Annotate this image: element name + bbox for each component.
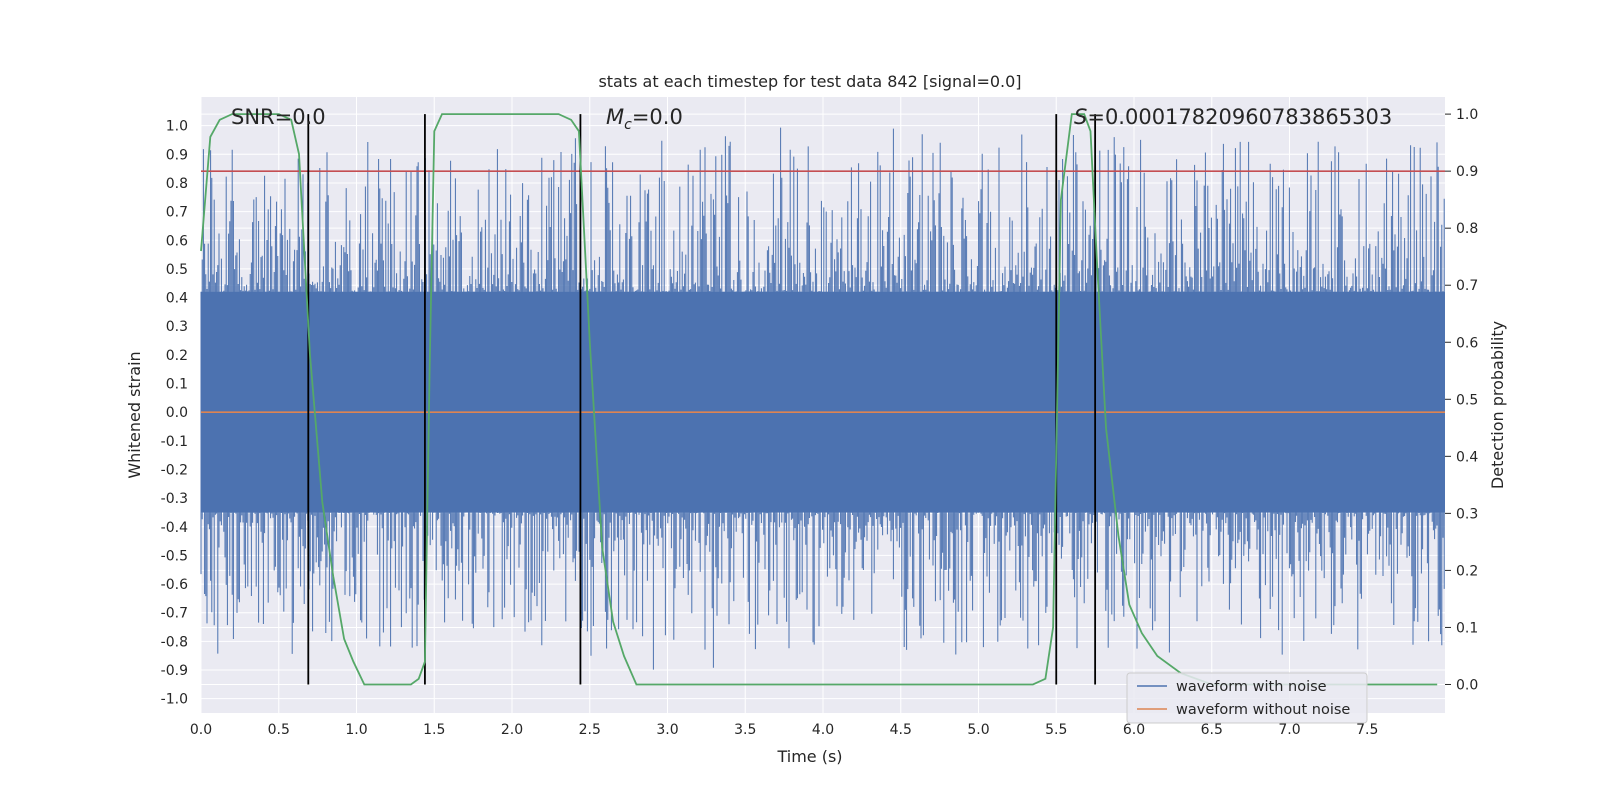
legend: waveform with noise waveform without noi… [1126,672,1368,724]
y-left-tick-label: -0.2 [161,462,188,478]
x-axis-label: Time (s) [776,747,842,766]
y-left-tick-label: -0.7 [161,606,188,622]
y-left-tick-label: -0.3 [161,491,188,507]
y-right-tick-label: 0.2 [1456,563,1478,579]
x-tick-label: 5.0 [967,722,989,738]
y-left-tick-label: 0.6 [166,233,188,249]
y-left-tick-label: 0.8 [166,176,188,192]
x-tick-label: 4.0 [812,722,834,738]
y-left-tick-label: 0.3 [166,319,188,335]
y-left-tick-label: 0.1 [166,377,188,393]
y-left-tick-label: -0.5 [161,548,188,564]
y-right-tick-label: 0.4 [1456,449,1478,465]
waveform-with-noise-series [200,127,1445,670]
y-right-tick-label: 0.6 [1456,335,1478,351]
y-left-axis-ticks: -1.0 -0.9 -0.8 -0.7 -0.6 -0.5 -0.4 -0.3 -0.2 -0.1… [161,119,188,708]
y-left-tick-label: 1.0 [166,119,188,135]
y-left-tick-label: 0.9 [166,147,188,163]
y-left-tick-label: 0.4 [166,291,188,307]
y-left-tick-label: 0.2 [166,348,188,364]
y-right-tick-label: 0.9 [1456,164,1478,180]
x-tick-label: 6.0 [1123,722,1145,738]
x-tick-label: 4.5 [890,722,912,738]
x-tick-label: 1.5 [423,722,445,738]
y-right-tick-label: 0.1 [1456,620,1478,636]
y-left-tick-label: -0.4 [161,520,188,536]
y-left-tick-label: 0.5 [166,262,188,278]
detection-probability-line [200,113,1438,686]
y-left-tick-label: 0.7 [166,205,188,221]
x-tick-label: 7.5 [1356,722,1378,738]
chart-title: stats at each timestep for test data 842… [598,72,1021,91]
x-tick-label: 6.5 [1201,722,1223,738]
x-tick-label: 2.5 [579,722,601,738]
x-tick-label: 0.5 [268,722,290,738]
x-tick-label: 3.5 [734,722,756,738]
y-left-tick-label: -0.9 [161,663,188,679]
s-symbol: S [1074,105,1087,129]
x-tick-label: 0.0 [190,722,212,738]
y-right-tick-label: 0.3 [1456,506,1478,522]
x-tick-label: 3.0 [656,722,678,738]
mc-symbol: M [606,105,624,129]
x-tick-label: 2.0 [501,722,523,738]
y-right-tick-label: 0.0 [1456,677,1478,693]
y-left-tick-label: 0.0 [166,405,188,421]
s-value: =0.00017820960783865303 [1087,105,1392,129]
x-tick-label: 1.0 [345,722,367,738]
mc-subscript: c [624,117,632,133]
y-left-tick-label: -1.0 [161,692,188,708]
snr-annotation: SNR=0.0 [231,105,326,129]
x-axis-ticks: 0.0 0.5 1.0 1.5 2.0 2.5 3.0 3.5 4.0 4.5 5.0 5.5 6.0 6… [190,722,1379,738]
y-right-axis-label: Detection probability [1488,321,1507,489]
x-tick-label: 7.0 [1278,722,1300,738]
y-right-tick-label: 0.8 [1456,221,1478,237]
y-left-tick-label: -0.1 [161,434,188,450]
legend-box [1126,672,1368,724]
x-tick-label: 5.5 [1045,722,1067,738]
mc-value: =0.0 [632,105,683,129]
y-right-axis-ticks: 0.0 0.1 0.2 0.3 0.4 0.5 0.6 0.7 0.8 0.9 1.0 [1445,107,1478,693]
mc-annotation: Mc=0.0 [606,105,683,133]
y-left-axis-label: Whitened strain [125,351,144,478]
y-right-tick-label: 0.5 [1456,392,1478,408]
y-left-tick-label: -0.8 [161,634,188,650]
y-right-tick-label: 1.0 [1456,107,1478,123]
y-left-tick-label: -0.6 [161,577,188,593]
legend-label-clean: waveform without noise [1176,702,1350,718]
s-annotation: S=0.00017820960783865303 [1074,105,1392,129]
y-right-tick-label: 0.7 [1456,278,1478,294]
legend-label-noise: waveform with noise [1176,679,1327,695]
